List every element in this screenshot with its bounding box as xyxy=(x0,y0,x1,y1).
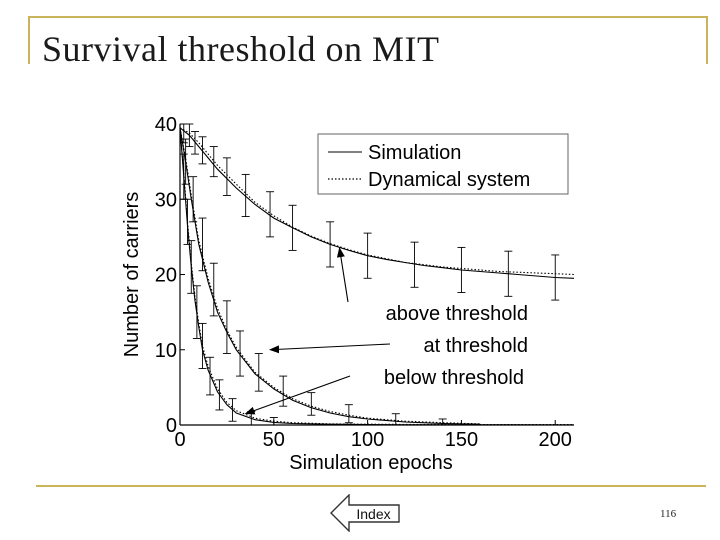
slide-title: Survival threshold on MIT xyxy=(42,29,440,69)
y-tick-label: 30 xyxy=(155,189,177,211)
top-border-line xyxy=(28,16,708,18)
left-border-line xyxy=(28,16,30,64)
y-tick-label: 10 xyxy=(155,340,177,362)
series-at-threshold xyxy=(179,127,481,426)
x-axis-label: Simulation epochs xyxy=(289,452,452,474)
legend: Simulation Dynamical system xyxy=(317,133,569,195)
legend-box xyxy=(317,133,569,195)
dynamical-system-line xyxy=(179,127,575,426)
y-tick-label: 0 xyxy=(166,415,177,437)
x-tick-label: 150 xyxy=(445,429,478,451)
y-axis-label: Number of carriers xyxy=(121,192,143,358)
simulation-line xyxy=(179,127,481,425)
page-number: 116 xyxy=(660,508,677,520)
annotation-label: below threshold xyxy=(384,367,524,389)
left-arrow-icon xyxy=(330,494,400,532)
annotation-label: above threshold xyxy=(386,303,528,325)
x-tick-label: 100 xyxy=(351,429,384,451)
y-tick-label: 40 xyxy=(155,114,177,136)
annotation-label: at threshold xyxy=(423,335,528,357)
dynamical-system-line xyxy=(179,127,481,425)
annotation-arrow xyxy=(336,247,349,303)
legend-entry: Dynamical system xyxy=(368,169,530,191)
y-tick-label: 20 xyxy=(155,265,177,287)
index-button-label: Index xyxy=(356,506,391,522)
annotation-arrow xyxy=(244,375,351,415)
right-border-line xyxy=(706,16,708,64)
x-tick-label: 200 xyxy=(539,429,572,451)
annotation-arrow xyxy=(269,343,391,354)
series-above-threshold xyxy=(179,123,575,301)
index-button[interactable] xyxy=(330,494,400,532)
chart: 0 50 100 150 200 0 10 20 30 40 Simulation epochs Nu… xyxy=(121,114,575,474)
bottom-divider-line xyxy=(36,485,706,487)
x-tick-label: 50 xyxy=(263,429,285,451)
legend-entry: Simulation xyxy=(368,142,461,164)
x-tick-label: 0 xyxy=(174,429,185,451)
